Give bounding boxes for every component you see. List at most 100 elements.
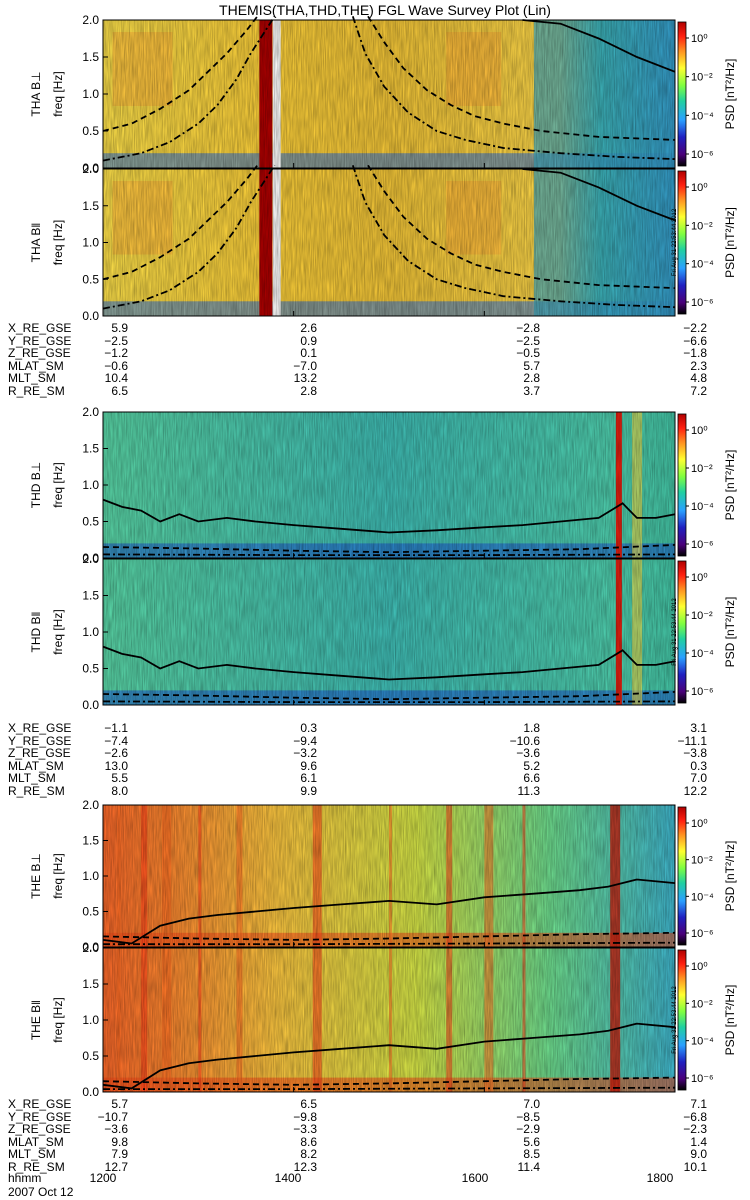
colorbar-tick-label: 10⁻²: [691, 220, 713, 232]
ephemeris-value: −3.6: [104, 1122, 128, 1136]
y-tick-label: 2.0: [82, 798, 99, 812]
ephemeris-value: 5.9: [111, 321, 128, 335]
colorbar-tick-label: 10⁻⁶: [691, 149, 714, 161]
ephemeris-value: 8.0: [111, 783, 128, 798]
ephemeris-value: −3.6: [516, 746, 540, 760]
ephemeris-value: −0.6: [104, 358, 128, 373]
colorbar: [677, 21, 687, 167]
ephemeris-label: X_RE_GSE: [8, 1097, 72, 1111]
ephemeris-value: 0.1: [300, 346, 317, 360]
ephemeris-value: 9.6: [300, 758, 317, 773]
ephemeris-value: 3.1: [690, 721, 707, 735]
y-tick-label: 0.0: [82, 940, 99, 954]
ephemeris-value: −2.9: [516, 1122, 540, 1136]
colorbar-tick-label: 10⁻⁴: [691, 110, 714, 122]
curve-dashdot: [103, 941, 676, 946]
ephemeris-value: −9.4: [293, 733, 317, 748]
spectrogram-panel-the-bperp: 0.0 0.5 1.0 1.5 2.0 THE B⊥ freq [Hz] 10⁰ 10⁻² 10⁻…: [29, 798, 737, 954]
ephemeris-label: MLAT_SM: [8, 758, 64, 773]
ephemeris-value: −2.5: [516, 333, 540, 348]
y-tick-label: 0.5: [82, 272, 99, 286]
ephemeris-value: 2.6: [300, 321, 317, 335]
ephemeris-value: −3.3: [293, 1122, 317, 1136]
ephemeris-value: −3.2: [293, 746, 317, 760]
ephemeris-value: −7.4: [104, 733, 128, 748]
ephemeris-value: −6.8: [683, 1109, 707, 1124]
spectrogram-noise: [103, 412, 675, 558]
ephemeris-value: −8.5: [516, 1109, 540, 1124]
curve-dashdot: [102, 164, 276, 310]
ephemeris-label: Z_RE_GSE: [8, 346, 71, 360]
y-tick-label: 0.5: [82, 1049, 99, 1063]
panel-probe-label: THA B‖: [29, 223, 43, 263]
curve-solid: [522, 19, 676, 73]
curve-dashdot: [102, 700, 676, 703]
y-tick-label: 1.0: [82, 478, 99, 492]
ephemeris-label: MLT_SM: [8, 371, 56, 385]
ephemeris-value: −3.8: [683, 746, 707, 760]
figure-title: THEMIS(THA,THD,THE) FGL Wave Survey Plot…: [219, 2, 551, 18]
spectrogram-panel-thd-bperp: 0.0 0.5 1.0 1.5 2.0 THD B⊥ freq [Hz] 10⁰ 10⁻² 10⁻…: [29, 405, 737, 565]
ephemeris-value: −2.6: [104, 746, 128, 760]
panel-probe-label: THA B⊥: [29, 71, 43, 116]
ephemeris-value: 7.2: [690, 383, 707, 398]
ephemeris-value: 5.2: [523, 758, 540, 773]
ephemeris-value: 2.8: [523, 371, 540, 385]
ephemeris-label: MLAT_SM: [8, 358, 64, 373]
ephemeris-value: −11.1: [677, 733, 707, 748]
ephemeris-value: 4.8: [690, 371, 707, 385]
ephemeris-value: 9.8: [111, 1134, 128, 1149]
y-tick-label: 1.0: [82, 87, 99, 101]
y-tick-label: 0.5: [82, 662, 99, 676]
y-tick-label: 2.0: [82, 941, 99, 955]
colorbar: [677, 560, 687, 704]
ephemeris-value: 3.7: [523, 383, 540, 398]
curve-dashed: [102, 1076, 676, 1086]
ephemeris-value: 0.3: [300, 721, 317, 735]
colorbar-tick-label: 10⁻⁶: [691, 928, 714, 940]
y-tick-label: 1.5: [82, 977, 99, 991]
ephemeris-label: Z_RE_GSE: [8, 1122, 71, 1136]
y-tick-label: 1.5: [82, 834, 99, 848]
curve-dashed: [102, 931, 676, 941]
time-tick-label: 1800: [647, 1171, 674, 1185]
y-tick-label: 2.0: [82, 162, 99, 176]
y-tick-label: 2.0: [82, 13, 99, 27]
ephemeris-value: 6.5: [300, 1097, 317, 1111]
colorbar-label: PSD [nT²/Hz]: [723, 841, 737, 912]
panel-freq-label: freq [Hz]: [51, 853, 65, 898]
ephemeris-label: R_RE_SM: [8, 1159, 65, 1174]
ephemeris-value: −2.5: [104, 333, 128, 348]
ephemeris-value: −6.6: [683, 333, 707, 348]
y-tick-label: 2.0: [82, 552, 99, 566]
colorbar-tick-label: 10⁻²: [691, 72, 713, 84]
y-tick-label: 0.5: [82, 124, 99, 138]
colorbar-label: PSD [nT²/Hz]: [723, 597, 737, 668]
ephemeris-label: Y_RE_GSE: [8, 1109, 72, 1124]
ephemeris-label: Z_RE_GSE: [8, 746, 71, 760]
y-tick-label: 1.5: [82, 589, 99, 603]
ephemeris-value: 13.0: [104, 758, 128, 773]
ephemeris-label: X_RE_GSE: [8, 321, 72, 335]
ephemeris-value: 8.2: [300, 1147, 317, 1161]
ephemeris-value: 13.2: [293, 371, 317, 385]
colorbar: [677, 170, 687, 315]
ephemeris-value: −2.3: [683, 1122, 707, 1136]
y-tick-label: 2.0: [82, 405, 99, 419]
curve-solid: [102, 498, 676, 534]
colorbar: [677, 413, 687, 557]
colorbar-tick-label: 10⁰: [691, 425, 708, 437]
y-tick-label: 1.5: [82, 50, 99, 64]
colorbar-tick-label: 10⁻²: [691, 855, 713, 867]
date-label: 2007 Oct 12: [8, 1185, 74, 1199]
colorbar-tick-label: 10⁻²: [691, 998, 713, 1010]
colorbar-label: PSD [nT²/Hz]: [723, 450, 737, 521]
ephemeris-value: 2.8: [300, 383, 317, 398]
ephemeris-value: 12.3: [293, 1159, 317, 1174]
colorbar-tick-label: 10⁻²: [691, 610, 713, 622]
y-tick-label: 0.0: [82, 309, 99, 323]
ephemeris-value: 5.6: [523, 1134, 540, 1149]
colorbar-label: PSD [nT²/Hz]: [723, 207, 737, 278]
ephemeris-value: 11.4: [517, 1159, 540, 1174]
timestamp-stamp: Fri Aug 31 22:53:44 2012: [672, 598, 678, 666]
